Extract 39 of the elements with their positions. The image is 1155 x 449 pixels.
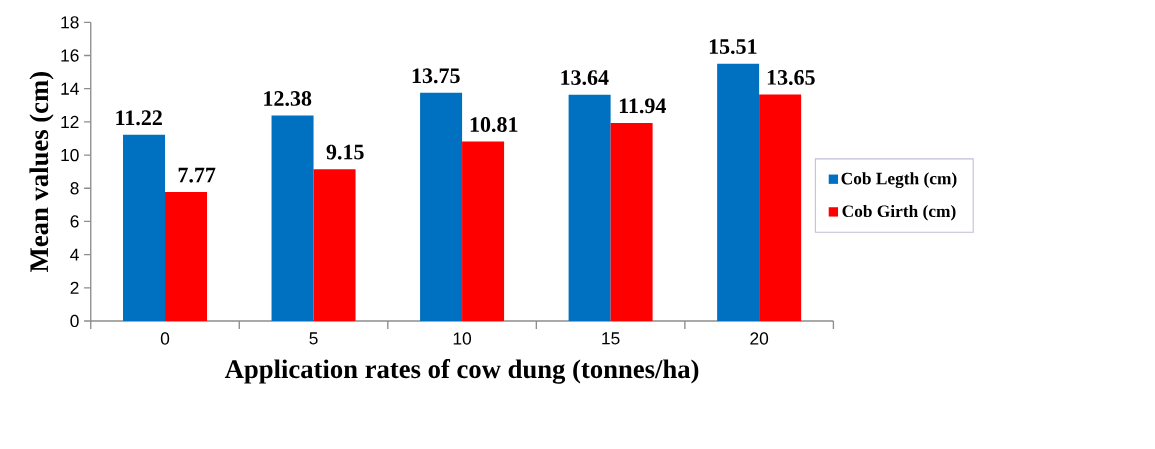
x-tick-label: 20: [750, 332, 769, 345]
bar: [123, 134, 166, 321]
x-axis-title: Application rates of cow dung (tonnes/ha): [224, 359, 699, 384]
data-label: 11.94: [619, 98, 666, 114]
y-tick-label: 0: [70, 314, 79, 328]
data-label: 9.15: [326, 144, 364, 160]
y-tick-label: 14: [61, 82, 79, 95]
bar: [271, 115, 314, 321]
bar: [165, 192, 208, 321]
bar: [717, 63, 760, 321]
y-tick-label: 2: [70, 281, 79, 294]
data-label: 7.77: [178, 167, 216, 183]
data-label: 11.22: [116, 110, 162, 126]
bar: [759, 94, 802, 321]
data-label: 12.38: [264, 91, 312, 106]
bar: [568, 94, 611, 321]
bar: [420, 92, 463, 321]
data-label: 13.64: [561, 70, 609, 86]
bar: [462, 141, 505, 321]
x-tick-label: 0: [160, 332, 170, 345]
x-tick-label: 5: [309, 332, 318, 345]
data-label: 13.75: [412, 68, 460, 84]
y-tick-label: 10: [61, 148, 79, 162]
y-tick-label: 16: [61, 49, 79, 62]
data-label: 13.65: [767, 70, 815, 85]
y-axis-title: Mean values (cm): [29, 72, 54, 272]
x-tick-label: 10: [453, 332, 472, 345]
y-tick-label: 6: [70, 215, 79, 228]
data-label: 15.51: [709, 39, 757, 55]
data-label: 10.81: [470, 117, 518, 133]
y-tick-label: 12: [61, 115, 79, 128]
x-tick-label: 15: [602, 332, 620, 345]
bar: [313, 169, 356, 321]
legend-label: Cob Legth (cm): [841, 172, 957, 189]
y-tick-label: 8: [70, 182, 79, 195]
bar: [610, 122, 653, 321]
legend-label: Cob Girth (cm): [842, 204, 956, 221]
y-tick-label: 18: [61, 16, 79, 29]
y-tick-label: 4: [70, 248, 79, 261]
